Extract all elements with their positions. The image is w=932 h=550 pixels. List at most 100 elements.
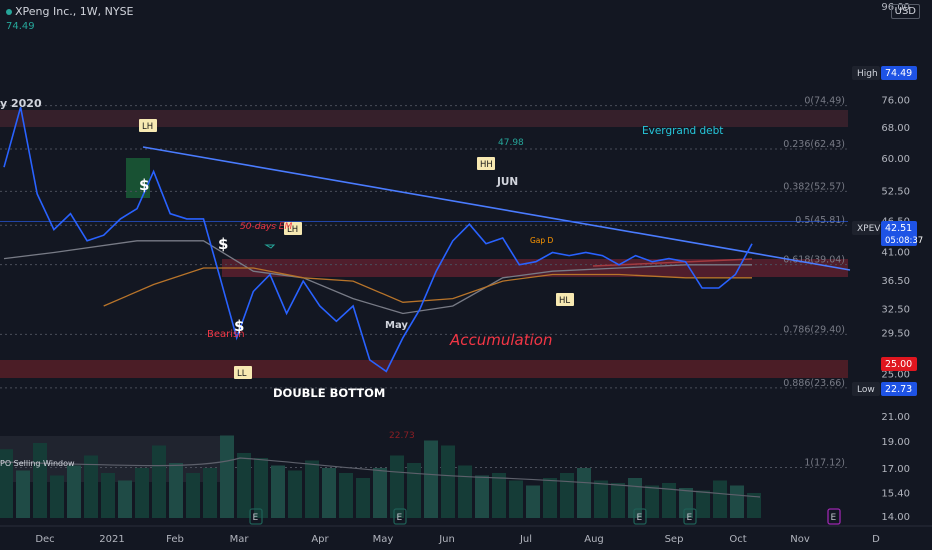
y-tick-label: 60.00	[881, 154, 910, 165]
y-tick-label: 21.00	[881, 412, 910, 423]
price-tag-value: 22.73	[885, 384, 912, 395]
price-tag-bg	[881, 382, 917, 396]
x-tick-label: Oct	[729, 534, 746, 545]
volume-bar	[645, 485, 659, 518]
y-tick-label: 25.00	[881, 369, 910, 380]
pivot-box	[234, 366, 252, 379]
volume-bar	[0, 449, 13, 518]
price-tag-bg	[881, 357, 917, 371]
ann-ema: 50-days EM	[240, 222, 292, 232]
ann-jun: JUN	[496, 176, 518, 188]
volume-bar	[458, 465, 472, 518]
volume-bar	[101, 473, 115, 518]
price-tag-name-bg	[852, 221, 880, 235]
pivot-label: HL	[559, 296, 570, 306]
x-tick-label: Dec	[35, 534, 54, 545]
price-tag-name: XPEV	[857, 224, 881, 234]
earnings-icon	[683, 508, 697, 525]
volume-bar	[407, 463, 421, 518]
status-dot	[6, 9, 12, 15]
price-tag-name-bg	[852, 382, 880, 396]
pivot-label: HH	[480, 160, 493, 170]
pivot-label: LH	[287, 225, 298, 235]
volume-bar	[628, 478, 642, 518]
volume-bar	[560, 473, 574, 518]
descending-trendline	[142, 146, 851, 271]
pivot-box	[556, 293, 574, 306]
price-tag-value: 42.51	[885, 223, 912, 234]
volume-bar	[713, 480, 727, 518]
dollar-marker: $	[234, 317, 244, 335]
ann-accumulation: Accumulation	[449, 331, 552, 349]
volume-bar	[611, 483, 625, 518]
volume-ma-line	[0, 457, 761, 498]
price-tag-bg	[881, 221, 917, 246]
y-tick-label: 76.00	[881, 96, 910, 107]
x-tick-label: May	[373, 534, 394, 545]
volume-bar	[475, 475, 489, 518]
volume-bar	[509, 480, 523, 518]
ann-may: May	[385, 320, 408, 331]
volume-bar	[662, 483, 676, 518]
price-tag-time: 05:08:37	[885, 236, 923, 246]
y-tick-label: 19.00	[881, 437, 910, 448]
volume-bar	[254, 458, 268, 518]
price-tag-value: 74.49	[885, 68, 912, 79]
fib-label: 0.618(39.04)	[783, 255, 845, 266]
y-tick-label: 68.00	[881, 123, 910, 134]
volume-bar	[594, 480, 608, 518]
ann-date: y 2020	[0, 97, 42, 110]
volume-bar	[424, 440, 438, 518]
price-tag-name: High	[857, 69, 878, 79]
current-price-line	[0, 221, 848, 222]
price-line	[3, 106, 753, 373]
mid-ma-line	[103, 267, 752, 307]
volume-bar	[730, 485, 744, 518]
y-tick-label: 36.50	[881, 276, 910, 287]
volume-bar	[135, 468, 149, 518]
volume-bar	[84, 455, 98, 518]
price-tag-name: Low	[857, 385, 875, 395]
pivot-box	[477, 157, 495, 170]
x-tick-label: Jul	[519, 534, 532, 545]
dollar-marker: $	[139, 176, 149, 194]
y-tick-label: 17.00	[881, 464, 910, 475]
pivot-label: LH	[142, 122, 153, 132]
price-tag-name-bg	[852, 66, 880, 80]
earnings-label: E	[397, 513, 403, 523]
ann-evergrande: Evergrand debt	[642, 125, 723, 137]
y-tick-label: 52.50	[881, 187, 910, 198]
y-tick-label: 32.50	[881, 305, 910, 316]
demand-zone	[0, 360, 848, 378]
earnings-icon	[249, 508, 263, 525]
y-tick-label: 15.40	[881, 489, 910, 500]
x-tick-label: Mar	[230, 534, 250, 545]
earnings-icon	[633, 508, 647, 525]
x-tick-label: Apr	[311, 534, 329, 545]
volume-bar	[186, 473, 200, 518]
ann-bearish: Bearish	[207, 329, 245, 340]
x-tick-label: Jun	[438, 534, 455, 545]
volume-bar	[747, 493, 761, 518]
volume-bar	[152, 445, 166, 518]
pivot-box	[139, 119, 157, 132]
volume-bar	[237, 453, 251, 518]
x-tick-label: D	[872, 534, 880, 545]
y-tick-label: 41.00	[881, 248, 910, 259]
volume-bar	[50, 475, 64, 518]
currency-button[interactable]: USD	[890, 4, 920, 19]
y-tick-label: 29.50	[881, 329, 910, 340]
pivot-label: LL	[237, 369, 247, 379]
ann-double-bottom: DOUBLE BOTTOM	[273, 386, 385, 400]
earnings-label: E	[637, 513, 643, 523]
price-tag-bg	[881, 66, 917, 80]
earnings-icon	[393, 508, 407, 525]
fib-label: 0(74.49)	[804, 96, 845, 107]
volume-bar	[271, 465, 285, 518]
earnings-icon	[827, 508, 841, 525]
fib-label: 0.236(62.43)	[783, 139, 845, 150]
volume-bar	[492, 473, 506, 518]
symbol-title: XPeng Inc., 1W, NYSE	[6, 5, 134, 18]
volume-bar	[339, 473, 353, 518]
